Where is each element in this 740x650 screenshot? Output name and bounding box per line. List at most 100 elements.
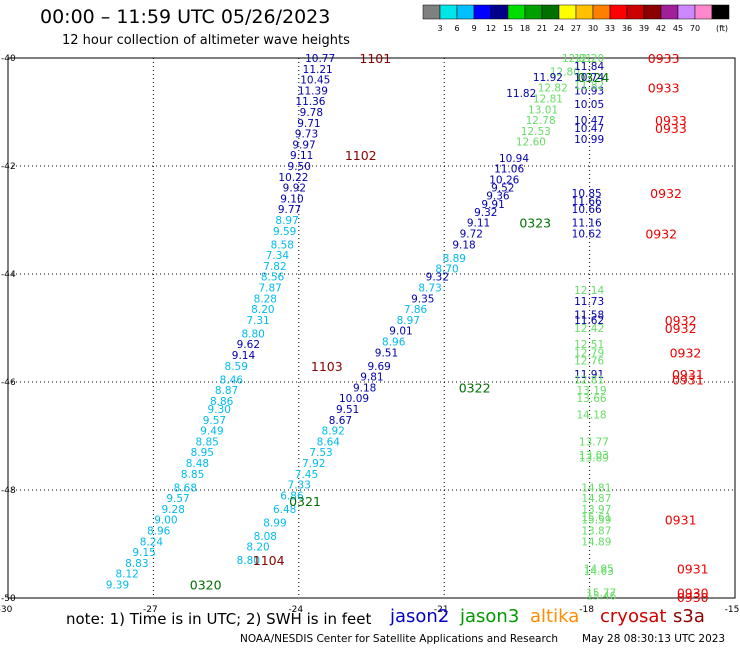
wave-height-value: 8.97 bbox=[275, 215, 298, 227]
wave-height-value: 10.66 bbox=[572, 204, 602, 216]
lat-tick-label: -50 bbox=[1, 594, 16, 604]
lat-tick-label: -42 bbox=[1, 162, 16, 172]
wave-height-value: 9.52 bbox=[491, 183, 514, 195]
legend-swatch bbox=[422, 4, 441, 20]
wave-height-value: 11.82 bbox=[506, 88, 536, 100]
wave-height-value: 9.59 bbox=[273, 226, 296, 238]
wave-height-value: 12.82 bbox=[538, 83, 568, 95]
legend-tick-label: 3 bbox=[437, 24, 442, 33]
wave-height-value: 7.82 bbox=[263, 261, 286, 273]
wave-height-value: 8.85 bbox=[181, 469, 204, 481]
map-frame bbox=[7, 57, 736, 599]
legend-tick-label: 70 bbox=[690, 24, 700, 33]
wave-height-value: 13.01 bbox=[528, 104, 558, 116]
satellite-label-s3a: s3a bbox=[673, 606, 705, 627]
wave-height-value: 9.11 bbox=[467, 218, 490, 230]
wave-height-value: 9.81 bbox=[360, 372, 383, 384]
pass-time-label: 0931 bbox=[677, 561, 709, 576]
wave-height-value: 8.28 bbox=[254, 293, 277, 305]
legend-swatch bbox=[677, 4, 696, 20]
pass-time-label: 0931 bbox=[672, 372, 704, 387]
wave-height-value: 9.51 bbox=[336, 404, 359, 416]
wave-height-value: 9.57 bbox=[203, 415, 226, 427]
map-title: 00:00 – 11:59 UTC 05/26/2023 bbox=[40, 6, 331, 28]
wave-height-value: 12.79 bbox=[574, 347, 604, 359]
pass-time-label: 0323 bbox=[519, 216, 551, 231]
pass-time-label: 1102 bbox=[345, 148, 377, 163]
pass-time-label: 1104 bbox=[253, 553, 285, 568]
wave-height-value: 9.10 bbox=[280, 193, 303, 205]
legend-swatch bbox=[507, 4, 526, 20]
wave-height-value: 9.77 bbox=[278, 204, 301, 216]
legend-swatch bbox=[490, 4, 509, 20]
legend-tick-label: 24 bbox=[554, 24, 564, 33]
wave-height-value: 10.45 bbox=[300, 75, 330, 87]
wave-height-value: 12.81 bbox=[533, 94, 563, 106]
lon-tick-label: -15 bbox=[725, 605, 740, 615]
lat-tick-label: -40 bbox=[1, 54, 16, 64]
wave-height-value: 8.96 bbox=[147, 526, 171, 538]
wave-height-value: 7.86 bbox=[404, 304, 428, 316]
legend-swatch bbox=[592, 4, 611, 20]
wave-height-value: 10.85 bbox=[572, 188, 602, 200]
pass-time-label: 0930 bbox=[677, 590, 709, 605]
wave-height-value: 13.87 bbox=[581, 526, 611, 538]
wave-height-value: 13.77 bbox=[579, 436, 609, 448]
wave-height-value: 7.87 bbox=[258, 283, 281, 295]
wave-height-value: 8.86 bbox=[210, 396, 234, 408]
wave-height-value: 8.20 bbox=[251, 304, 274, 316]
pass-time-label: 1103 bbox=[311, 359, 343, 374]
wave-height-value: 8.97 bbox=[397, 315, 420, 327]
wave-height-value: 8.24 bbox=[140, 536, 164, 548]
wave-height-value: 12.51 bbox=[574, 339, 604, 351]
wave-height-value: 8.99 bbox=[263, 517, 286, 529]
wave-height-value: 9.92 bbox=[283, 183, 306, 195]
wave-height-value: 7.34 bbox=[266, 250, 290, 262]
wave-height-value: 10.47 bbox=[574, 115, 604, 127]
wave-height-value: 12.53 bbox=[521, 126, 551, 138]
wave-height-value: 12.14 bbox=[574, 285, 604, 297]
wave-height-value: 13.03 bbox=[579, 450, 609, 462]
wave-height-value: 8.58 bbox=[271, 239, 294, 251]
wave-height-value: 8.96 bbox=[382, 337, 406, 349]
wave-height-value: 9.15 bbox=[132, 547, 155, 559]
wave-height-value: 10.99 bbox=[574, 134, 604, 146]
legend-tick-label: 27 bbox=[571, 24, 581, 33]
pass-time-label: 0933 bbox=[655, 113, 687, 128]
wave-height-value: 11.16 bbox=[572, 218, 602, 230]
legend-tick-label: 39 bbox=[639, 24, 649, 33]
legend-tick-label: 33 bbox=[605, 24, 615, 33]
legend-tick-label: 18 bbox=[520, 24, 530, 33]
wave-height-value: 11.36 bbox=[295, 96, 325, 108]
legend-tick-label: 15 bbox=[503, 24, 513, 33]
satellite-label-jason2: jason2 bbox=[390, 606, 450, 627]
wave-height-value: 12.81 bbox=[574, 374, 604, 386]
wave-height-value: 14.18 bbox=[577, 409, 607, 421]
legend-swatch bbox=[524, 4, 543, 20]
legend-tick-label: 42 bbox=[656, 24, 666, 33]
pass-time-label: 0931 bbox=[672, 367, 704, 382]
lon-tick-label: -21 bbox=[434, 605, 449, 615]
wave-height-value: 8.56 bbox=[261, 272, 285, 284]
wave-height-value: 12.20 bbox=[574, 53, 604, 65]
wave-height-value: 11.06 bbox=[494, 164, 524, 176]
wave-height-value: 8.95 bbox=[191, 447, 214, 459]
pass-time-label: 0322 bbox=[459, 380, 491, 395]
wave-height-value: 10.94 bbox=[499, 153, 529, 165]
generated-timestamp: May 28 08:30:13 UTC 2023 bbox=[582, 633, 726, 645]
wave-height-value: 9.28 bbox=[162, 504, 185, 516]
wave-height-value: 8.87 bbox=[215, 385, 238, 397]
legend-tick-label: 36 bbox=[622, 24, 632, 33]
wave-height-value: 12.81 bbox=[562, 53, 592, 65]
wave-height-value: 13.19 bbox=[577, 385, 607, 397]
wave-height-value: 8.59 bbox=[225, 361, 248, 373]
wave-height-value: 13.89 bbox=[579, 453, 609, 465]
wave-height-value: 8.83 bbox=[125, 558, 148, 570]
wave-height-value: 8.08 bbox=[254, 531, 277, 543]
wave-height-value: 14.63 bbox=[584, 566, 614, 578]
pass-time-label: 0932 bbox=[665, 321, 697, 336]
wave-height-value: 7.45 bbox=[295, 469, 318, 481]
wave-height-value: 9.49 bbox=[200, 426, 223, 438]
wave-height-value: 9.69 bbox=[367, 361, 390, 373]
wave-height-value: 8.85 bbox=[195, 436, 218, 448]
